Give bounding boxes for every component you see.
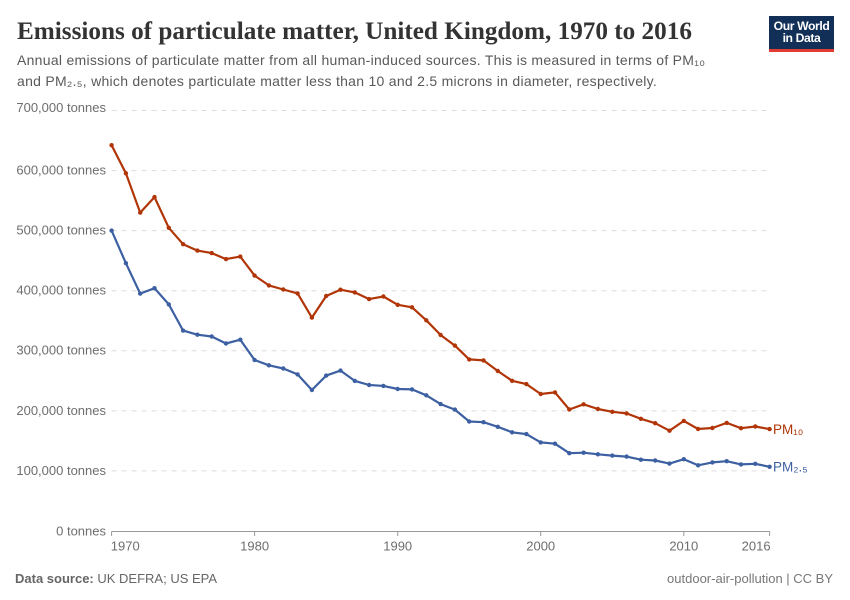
svg-text:2000: 2000	[526, 539, 555, 554]
svg-text:600,000 tonnes: 600,000 tonnes	[16, 163, 106, 178]
svg-text:200,000 tonnes: 200,000 tonnes	[16, 403, 106, 418]
svg-text:400,000 tonnes: 400,000 tonnes	[16, 283, 106, 298]
svg-text:PM₂.₅: PM₂.₅	[773, 460, 808, 475]
svg-text:0 tonnes: 0 tonnes	[56, 524, 106, 539]
svg-text:2016: 2016	[742, 539, 771, 554]
svg-text:1980: 1980	[240, 539, 269, 554]
svg-text:500,000 tonnes: 500,000 tonnes	[16, 223, 106, 238]
svg-text:700,000 tonnes: 700,000 tonnes	[16, 100, 106, 115]
svg-text:1970: 1970	[111, 539, 140, 554]
svg-text:100,000 tonnes: 100,000 tonnes	[16, 463, 106, 478]
svg-text:1990: 1990	[383, 539, 412, 554]
svg-text:PM₁₀: PM₁₀	[773, 422, 803, 437]
svg-text:300,000 tonnes: 300,000 tonnes	[16, 343, 106, 358]
svg-text:2010: 2010	[669, 539, 698, 554]
